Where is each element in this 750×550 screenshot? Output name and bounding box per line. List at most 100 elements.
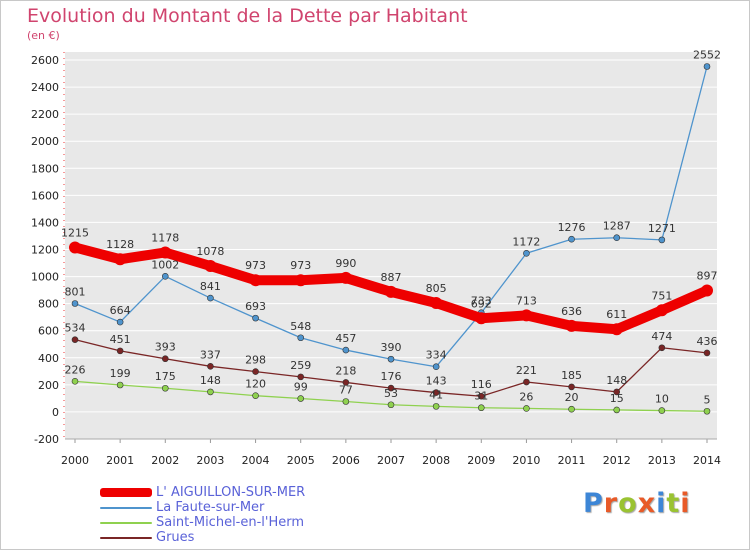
data-point [385, 285, 397, 298]
y-tick-label: 200 [38, 379, 59, 392]
data-point [116, 318, 124, 326]
data-point [252, 314, 259, 322]
data-point [432, 403, 440, 410]
data-point [703, 63, 711, 70]
data-point [658, 344, 666, 352]
legend-swatch [100, 537, 152, 539]
data-label: 390 [381, 341, 402, 354]
data-point [703, 407, 711, 415]
legend-swatch [100, 522, 152, 524]
y-tick-label: 1400 [31, 216, 59, 229]
data-label: 611 [606, 308, 627, 321]
data-point [71, 378, 79, 385]
data-label: 1287 [603, 220, 631, 233]
data-point [477, 392, 485, 400]
data-point [613, 388, 621, 396]
data-point [71, 336, 79, 343]
data-label: 897 [697, 270, 718, 283]
data-label: 116 [471, 378, 492, 391]
data-point [249, 274, 262, 287]
data-point [161, 384, 169, 392]
data-point [207, 363, 214, 370]
x-tick-label: 2012 [603, 454, 631, 467]
data-label: 1178 [151, 231, 179, 244]
data-point [523, 405, 530, 412]
data-point [116, 347, 124, 355]
data-label: 26 [519, 390, 533, 403]
data-point [161, 355, 169, 363]
data-label: 973 [245, 259, 266, 272]
x-tick-label: 2005 [287, 454, 315, 467]
data-point [204, 260, 217, 273]
chart-subtitle: (en €) [27, 29, 60, 42]
data-label: 10 [655, 393, 669, 406]
data-label: 143 [426, 375, 447, 388]
y-tick-label: 400 [38, 352, 59, 365]
data-point [430, 296, 443, 309]
y-tick-label: 2600 [31, 54, 59, 67]
legend-label: La Faute-sur-Mer [156, 500, 265, 515]
data-point [432, 363, 440, 371]
data-point [297, 395, 305, 402]
data-label: 393 [155, 341, 176, 354]
data-label: 175 [155, 370, 176, 383]
data-point [159, 246, 172, 259]
y-tick-label: 1800 [31, 162, 59, 175]
data-point [477, 404, 485, 412]
data-point [523, 249, 530, 257]
data-label: 31 [474, 390, 488, 403]
y-tick-label: 1600 [31, 189, 59, 202]
x-tick-label: 2009 [467, 454, 495, 467]
plot-area [65, 52, 717, 439]
data-point [339, 271, 352, 284]
data-label: 337 [200, 348, 221, 361]
data-point [568, 235, 575, 243]
data-point [703, 349, 711, 357]
data-label: 636 [561, 305, 582, 318]
x-tick-label: 2014 [693, 454, 721, 467]
data-point [342, 346, 350, 354]
data-label: 226 [65, 363, 86, 376]
x-tick-label: 2003 [196, 454, 224, 467]
data-label: 148 [606, 374, 627, 387]
data-label: 692 [471, 297, 492, 310]
data-label: 259 [290, 359, 311, 372]
data-point [610, 323, 623, 336]
data-point [387, 384, 395, 392]
data-label: 841 [200, 280, 221, 293]
data-point [701, 284, 713, 297]
data-label: 41 [429, 388, 443, 401]
data-point [658, 407, 666, 414]
data-point [475, 312, 488, 325]
data-label: 990 [335, 257, 356, 270]
data-point [252, 392, 259, 399]
data-label: 973 [290, 259, 311, 272]
data-label: 99 [294, 381, 308, 394]
x-tick-label: 2002 [151, 454, 179, 467]
data-point [613, 234, 621, 242]
data-label: 53 [384, 387, 398, 400]
data-label: 20 [565, 391, 579, 404]
x-tick-label: 2013 [648, 454, 676, 467]
data-label: 713 [516, 294, 537, 307]
x-tick-label: 2007 [377, 454, 405, 467]
data-point [342, 379, 350, 386]
data-point [294, 274, 307, 287]
data-point [523, 378, 530, 386]
y-tick-label: 2400 [31, 81, 59, 94]
y-tick-label: 600 [38, 325, 59, 338]
data-point [297, 334, 305, 342]
data-point [565, 319, 578, 332]
data-point [71, 300, 79, 307]
y-tick-label: -200 [34, 433, 59, 446]
y-tick-label: 1200 [31, 244, 59, 257]
data-point [568, 383, 575, 391]
data-point [520, 309, 533, 322]
data-label: 120 [245, 378, 266, 391]
data-label: 176 [381, 370, 402, 383]
data-label: 15 [610, 392, 624, 405]
data-point [387, 355, 395, 363]
y-tick-label: 800 [38, 298, 59, 311]
data-point [432, 389, 440, 396]
